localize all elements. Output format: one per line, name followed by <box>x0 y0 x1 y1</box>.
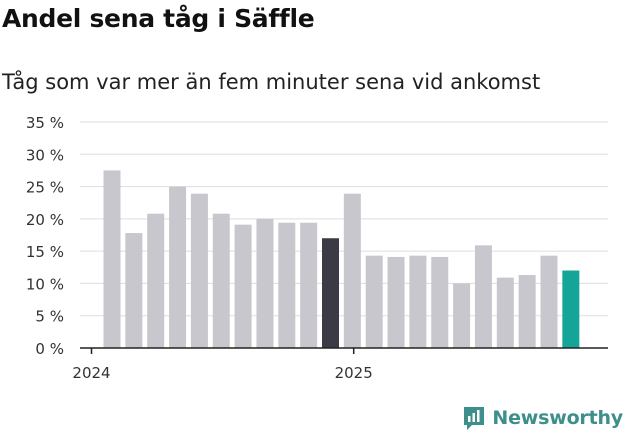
y-tick-label: 5 % <box>35 308 64 326</box>
bar <box>562 270 580 348</box>
bar <box>387 256 405 348</box>
bar <box>431 256 449 348</box>
newsworthy-logo-icon <box>464 407 485 430</box>
newsworthy-brand: Newsworthy <box>462 405 623 431</box>
bar <box>300 222 318 348</box>
bar <box>453 283 471 348</box>
chart-title: Andel sena tåg i Säffle <box>2 4 315 33</box>
y-tick-label: 15 % <box>26 243 64 261</box>
y-tick-label: 30 % <box>26 146 64 164</box>
chart-subtitle: Tåg som var mer än fem minuter sena vid … <box>2 70 541 94</box>
bar <box>190 193 208 348</box>
y-tick-label: 0 % <box>35 340 64 358</box>
x-tick-label: 2024 <box>72 364 110 382</box>
bar <box>256 218 274 348</box>
y-tick-label: 10 % <box>26 275 64 293</box>
bar <box>212 213 230 348</box>
y-tick-label: 25 % <box>26 179 64 197</box>
bar <box>343 193 361 348</box>
bar <box>365 255 383 348</box>
bar <box>409 255 427 348</box>
y-tick-label: 35 % <box>26 114 64 132</box>
bar <box>496 277 514 348</box>
brand-name: Newsworthy <box>492 407 623 429</box>
y-tick-label: 20 % <box>26 211 64 229</box>
x-tick-label: 2025 <box>335 364 373 382</box>
bar <box>103 170 121 348</box>
bar-chart: 0 % 5 % 10 % 15 % 20 % 25 % 30 % 35 % 2024 2025 <box>26 114 608 382</box>
bar <box>147 213 165 348</box>
bar <box>234 224 252 348</box>
bar <box>518 275 536 348</box>
bar <box>169 186 187 348</box>
bar <box>278 222 296 348</box>
bar <box>474 245 492 348</box>
bar <box>322 238 339 348</box>
bar <box>540 255 558 348</box>
bar <box>125 233 143 348</box>
